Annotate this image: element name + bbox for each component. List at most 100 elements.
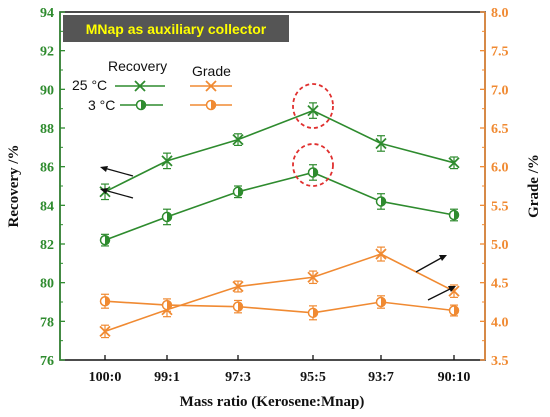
x-axis-ticks: 100:0 99:1 97:3 95:5 93:7 90:10 — [89, 355, 471, 385]
left-tick-label: 78 — [40, 315, 54, 330]
marker-half-fill — [454, 210, 459, 220]
data-point — [99, 295, 111, 307]
data-point — [307, 104, 319, 117]
right-tick-label: 3.5 — [491, 354, 509, 369]
marker-half-fill — [105, 235, 110, 245]
right-tick-label: 4.5 — [491, 277, 509, 292]
data-point — [232, 133, 244, 146]
x-tick-label: 93:7 — [368, 370, 394, 385]
highlight-ellipse-bottom — [292, 143, 334, 187]
marker-x-stroke — [205, 80, 217, 92]
marker-half-fill — [238, 302, 243, 312]
data-point — [161, 155, 173, 167]
right-tick-label: 7.0 — [491, 83, 509, 98]
right-tick-label: 5.5 — [491, 199, 509, 214]
data-point — [375, 248, 387, 260]
marker-half-fill — [141, 100, 146, 110]
data-point — [232, 280, 244, 293]
legend-swatch-grade-25-marker — [205, 80, 217, 92]
y-axis-title-right: Grade /% — [526, 154, 542, 218]
marker-x-stroke — [307, 271, 319, 283]
marker-x-stroke — [307, 104, 319, 117]
marker-x-stroke — [448, 285, 460, 297]
left-tick-label: 90 — [40, 83, 54, 98]
arrowhead-grade-3 — [448, 286, 456, 292]
marker-half-fill — [211, 100, 216, 110]
x-tick-label: 97:3 — [225, 370, 251, 385]
marker-x-stroke — [232, 280, 244, 293]
x-axis-title: Mass ratio (Kerosene:Mnap) — [180, 394, 365, 410]
data-point — [307, 167, 319, 178]
data-point — [232, 301, 244, 312]
right-tick-label: 7.5 — [491, 45, 509, 60]
data-point — [448, 305, 460, 316]
legend-swatch-recovery-3-marker — [135, 99, 147, 111]
series-grade-25c — [99, 246, 460, 339]
data-point — [99, 325, 111, 338]
data-point — [375, 137, 387, 150]
left-axis-ticks: 76 78 80 82 84 86 88 90 92 94 — [40, 6, 65, 369]
data-point — [375, 196, 387, 207]
data-point — [161, 211, 173, 223]
marker-half-fill — [167, 300, 172, 310]
left-tick-label: 82 — [40, 238, 54, 253]
marker-x-stroke — [134, 80, 146, 92]
left-tick-label: 86 — [40, 161, 54, 176]
series-recovery-25c — [99, 102, 460, 201]
marker-x-stroke — [99, 325, 111, 338]
highlight-ellipse-top — [292, 83, 334, 129]
right-tick-label: 6.5 — [491, 122, 509, 137]
marker-half-fill — [454, 306, 459, 316]
series-line — [104, 109, 455, 193]
x-tick-label: 100:0 — [89, 370, 122, 385]
marker-x-stroke — [161, 155, 173, 167]
chart-title: MNap as auxiliary collector — [86, 21, 267, 37]
y-axis-title-left: Recovery /% — [6, 145, 22, 228]
annotation-arrows — [100, 166, 456, 301]
data-point — [232, 186, 244, 198]
marker-half-fill — [381, 297, 386, 307]
legend-header-grade: Grade — [192, 63, 231, 79]
series-line — [104, 300, 455, 314]
data-point — [307, 307, 319, 319]
left-tick-label: 94 — [40, 6, 54, 21]
marker-half-fill — [238, 187, 243, 197]
series-line — [104, 171, 455, 241]
data-point — [375, 296, 387, 308]
legend-swatch-grade-3-marker — [205, 99, 217, 111]
marker-x-stroke — [232, 133, 244, 146]
left-tick-label: 84 — [40, 199, 54, 214]
arrow-grade-3 — [427, 287, 453, 301]
x-tick-label: 95:5 — [300, 370, 326, 385]
data-point — [99, 234, 111, 246]
marker-x-stroke — [448, 157, 460, 169]
marker-x-stroke — [375, 137, 387, 150]
data-point — [448, 157, 460, 169]
left-tick-label: 92 — [40, 45, 54, 60]
series-line — [104, 253, 455, 333]
right-tick-label: 4.0 — [491, 315, 509, 330]
data-point — [161, 299, 173, 311]
arrowhead-recovery-3 — [100, 188, 108, 194]
legend-swatch-recovery-25-marker — [134, 80, 146, 92]
marker-half-fill — [167, 212, 172, 222]
x-tick-label: 90:10 — [438, 370, 471, 385]
arrow-recovery-3 — [103, 189, 134, 199]
arrowhead-recovery-25 — [100, 166, 108, 172]
legend-row1-label: 25 °C — [72, 77, 107, 93]
arrow-grade-25 — [415, 256, 444, 273]
data-point — [307, 271, 319, 283]
right-tick-label: 6.0 — [491, 161, 509, 176]
left-tick-label: 76 — [40, 354, 54, 369]
series-layer — [99, 102, 460, 339]
series-recovery-3c — [99, 164, 460, 247]
right-tick-label: 8.0 — [491, 6, 509, 21]
legend-header-recovery: Recovery — [108, 58, 167, 74]
legend: Recovery Grade 25 °C 3 °C — [72, 58, 232, 113]
arrowhead-grade-25 — [439, 255, 447, 261]
marker-half-fill — [313, 308, 318, 318]
marker-x-stroke — [375, 248, 387, 260]
left-tick-label: 88 — [40, 122, 54, 137]
right-tick-label: 5.0 — [491, 238, 509, 253]
